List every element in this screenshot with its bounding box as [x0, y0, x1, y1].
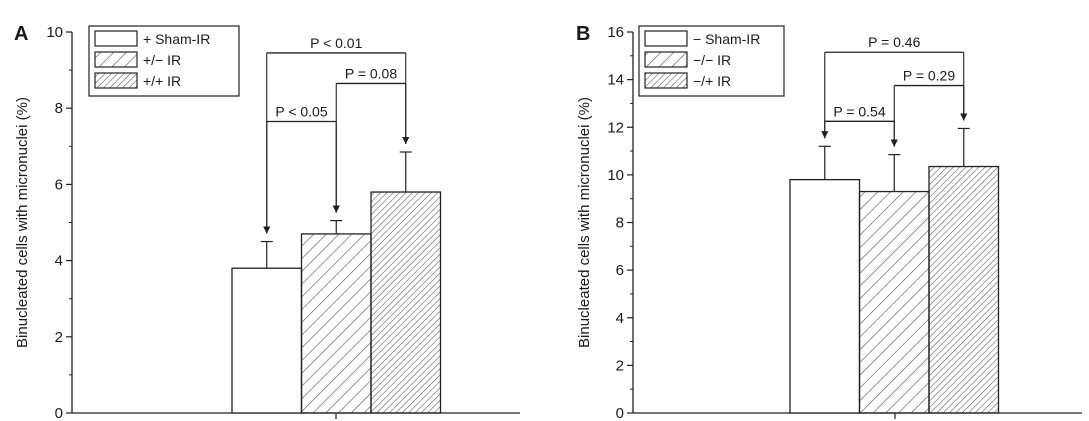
arrow-head — [960, 113, 968, 121]
bar — [789, 178, 861, 414]
y-tick-label: 8 — [616, 215, 624, 232]
y-tick-label: 0 — [55, 405, 63, 421]
panel-label: A — [14, 23, 28, 45]
y-tick-label: 2 — [55, 329, 63, 346]
panel-label: B — [576, 23, 590, 45]
legend-swatch — [644, 51, 688, 68]
bar — [928, 165, 1000, 414]
legend-swatch — [94, 30, 138, 47]
y-tick-label: 0 — [616, 405, 624, 421]
bar — [858, 190, 930, 414]
legend-entry: − Sham-IR — [693, 31, 760, 47]
p-value-label: P = 0.46 — [868, 34, 921, 50]
p-value-label: P = 0.08 — [345, 65, 398, 81]
y-tick-label: 2 — [616, 357, 624, 374]
p-value-label: P = 0.54 — [833, 103, 886, 119]
y-tick-label: 16 — [607, 24, 624, 41]
y-axis-label: Binucleated cells with micronuclei (%) — [14, 97, 31, 348]
legend-entry: −/+ IR — [693, 73, 731, 89]
legend-entry: +/− IR — [143, 52, 181, 68]
y-tick-label: 8 — [55, 100, 63, 117]
y-tick-label: 6 — [55, 176, 63, 193]
legend-swatch — [644, 30, 688, 47]
significance-bracket: P < 0.05 — [263, 104, 340, 234]
significance-bracket: P = 0.54 — [821, 103, 898, 147]
y-tick-label: 12 — [607, 119, 624, 136]
significance-bracket: P < 0.01 — [263, 35, 410, 234]
bar — [300, 233, 372, 414]
significance-bracket: P = 0.46 — [821, 34, 968, 139]
y-tick-label: 10 — [46, 24, 63, 41]
chart-panel-b: 0 2 4 6 8 10 12 14 16 Binucleated cells with micr… — [576, 23, 1082, 421]
legend: + Sham-IR +/− IR +/+ IR — [88, 25, 240, 97]
y-tick-label: 4 — [55, 253, 63, 270]
y-tick-label: 4 — [616, 310, 624, 327]
p-value-label: P < 0.01 — [310, 35, 363, 51]
y-tick-label: 10 — [607, 167, 624, 184]
y-axis-label: Binucleated cells with micronuclei (%) — [576, 97, 593, 348]
bar — [370, 191, 442, 414]
legend-entry: −/− IR — [693, 52, 731, 68]
arrow-head — [332, 205, 340, 213]
chart-panel-a: 0 2 4 6 8 10 Binucleated cells with micronucle… — [14, 23, 520, 421]
y-tick-label: 6 — [616, 262, 624, 279]
significance-bracket: P = 0.08 — [332, 65, 410, 213]
arrow-head — [821, 131, 829, 139]
legend-entry: + Sham-IR — [143, 31, 210, 47]
p-value-label: P < 0.05 — [275, 104, 328, 120]
legend: − Sham-IR −/− IR −/+ IR — [638, 25, 785, 97]
arrow-head — [890, 139, 898, 147]
legend-entry: +/+ IR — [143, 73, 181, 89]
legend-swatch — [94, 72, 138, 89]
y-tick-label: 14 — [607, 72, 624, 89]
arrow-head — [402, 137, 410, 145]
legend-swatch — [644, 72, 688, 89]
legend-swatch — [94, 51, 138, 68]
p-value-label: P = 0.29 — [903, 68, 956, 84]
significance-bracket: P = 0.29 — [890, 68, 968, 147]
arrow-head — [263, 226, 271, 234]
bar — [231, 267, 303, 414]
